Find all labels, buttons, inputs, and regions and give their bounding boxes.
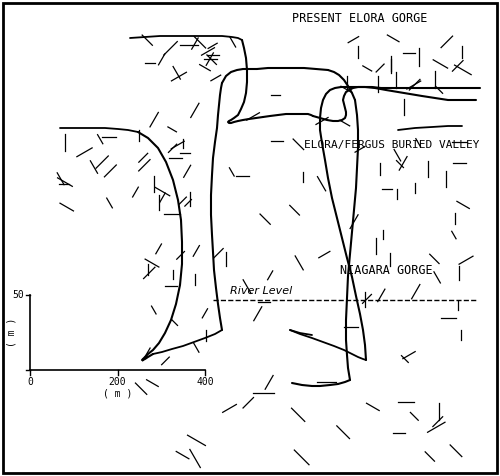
Text: River Level: River Level xyxy=(230,286,292,296)
Text: 400: 400 xyxy=(196,377,214,387)
Text: NIAGARA GORGE: NIAGARA GORGE xyxy=(340,264,432,277)
Text: 0: 0 xyxy=(27,377,33,387)
Text: PRESENT ELORA GORGE: PRESENT ELORA GORGE xyxy=(292,11,428,24)
Text: ( m ): ( m ) xyxy=(103,388,132,398)
Text: 50: 50 xyxy=(12,290,24,300)
Text: ELORA/FERGUS BURIED VALLEY: ELORA/FERGUS BURIED VALLEY xyxy=(304,140,480,150)
Text: ( m ): ( m ) xyxy=(7,318,17,347)
Text: 200: 200 xyxy=(108,377,126,387)
